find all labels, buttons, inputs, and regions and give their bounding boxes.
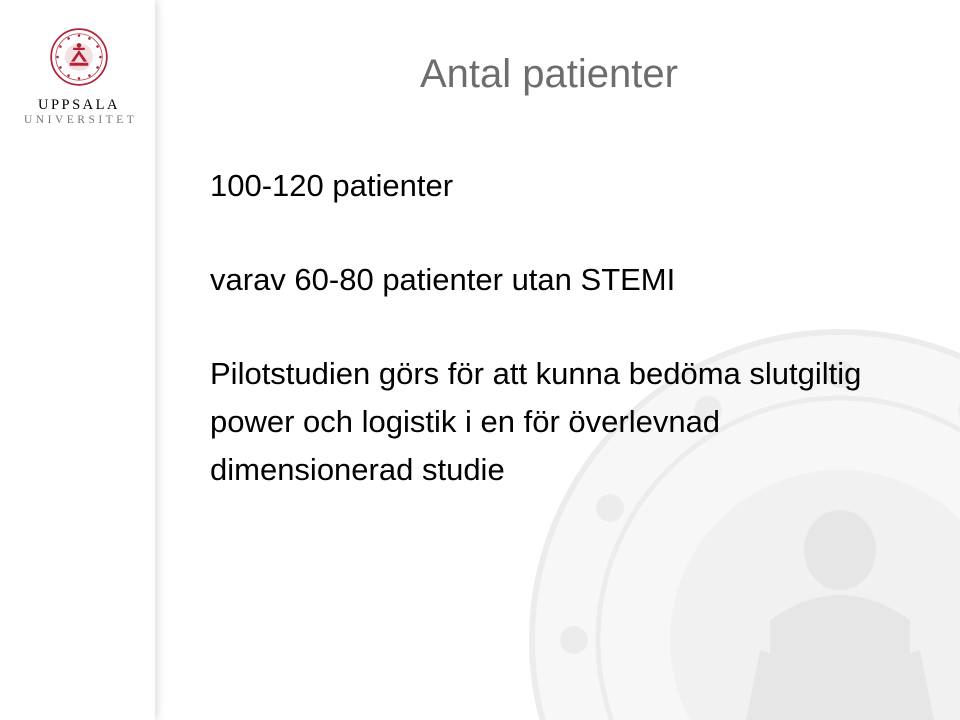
paragraph-2: varav 60-80 patienter utan STEMI: [210, 256, 900, 304]
sidebar: UPPSALA UNIVERSITET: [0, 0, 155, 720]
slide-body: 100-120 patienter varav 60-80 patienter …: [210, 162, 900, 540]
slide: UPPSALA UNIVERSITET R I T A Antal patien…: [0, 0, 960, 720]
slide-title: Antal patienter: [420, 52, 678, 97]
seal-icon: [50, 28, 108, 86]
university-name: UPPSALA: [24, 97, 134, 114]
university-logo: UPPSALA UNIVERSITET: [24, 28, 134, 126]
paragraph-1: 100-120 patienter: [210, 162, 900, 210]
paragraph-3: Pilotstudien görs för att kunna bedöma s…: [210, 350, 900, 494]
university-subtitle: UNIVERSITET: [24, 114, 134, 126]
